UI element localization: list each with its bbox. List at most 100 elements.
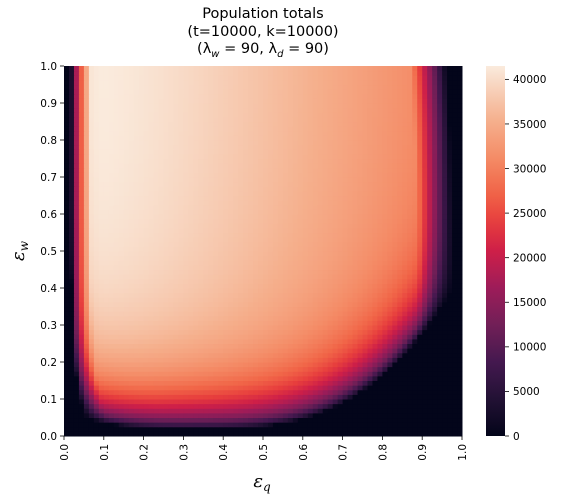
heatmap-cell [392,288,398,294]
heatmap-cell [432,329,438,335]
heatmap-cell [103,426,110,432]
heatmap-cell [93,329,100,335]
heatmap-cell [297,246,304,252]
heatmap-cell [78,172,85,178]
heatmap-cell [402,153,408,160]
heatmap-cell [88,352,95,358]
heatmap-cell [267,181,274,187]
heatmap-cell [277,357,284,363]
heatmap-cell [168,422,174,428]
heatmap-cell [402,357,408,363]
heatmap-cell [322,241,329,247]
heatmap-cell [452,399,458,405]
heatmap-cell [188,362,194,368]
heatmap-cell [437,177,443,183]
heatmap-cell [253,357,259,363]
heatmap-cell [377,422,383,428]
heatmap-cell [198,371,204,377]
heatmap-cell [183,431,189,437]
heatmap-cell [203,399,209,405]
heatmap-cell [412,311,418,317]
heatmap-cell [432,348,438,354]
heatmap-cell [327,172,334,178]
heatmap-cell [417,232,423,238]
heatmap-cell [113,218,120,224]
heatmap-cell [158,260,164,266]
heatmap-cell [307,172,314,178]
heatmap-cell [312,389,319,395]
heatmap-cell [218,269,224,275]
heatmap-cell [98,209,105,215]
heatmap-cell [248,255,254,261]
heatmap-cell [68,301,75,308]
heatmap-cell [158,329,164,335]
heatmap-cell [73,246,80,252]
heatmap-cell [228,209,234,215]
heatmap-cell [128,389,135,395]
heatmap-cell [392,214,398,220]
heatmap-cell [272,301,279,308]
heatmap-cell [238,431,244,437]
heatmap-cell [223,153,229,160]
heatmap-cell [322,315,329,321]
heatmap-cell [78,264,85,271]
heatmap-cell [347,288,354,294]
heatmap-cell [407,283,413,289]
heatmap-cell [64,269,70,275]
heatmap-cell [382,246,388,252]
heatmap-cell [367,417,373,423]
heatmap-cell [64,306,70,312]
heatmap-cell [153,283,160,289]
heatmap-cell [347,218,354,224]
heatmap-cell [113,403,120,409]
heatmap-cell [113,144,120,150]
heatmap-cell [233,241,239,247]
heatmap-cell [103,403,110,409]
heatmap-cell [327,329,334,335]
heatmap-cell [108,288,115,294]
heatmap-cell [128,153,135,160]
heatmap-cell [173,218,179,224]
heatmap-cell [397,149,403,155]
heatmap-cell [168,394,174,400]
heatmap-cell [64,412,70,419]
heatmap-cell [113,158,120,164]
heatmap-cell [442,362,448,368]
heatmap-cell [382,195,388,201]
heatmap-cell [188,269,194,275]
heatmap-cell [267,348,274,354]
heatmap-cell [188,306,194,312]
heatmap-cell [178,237,184,243]
heatmap-cell [248,167,254,173]
heatmap-cell [103,329,110,335]
heatmap-cell [387,394,393,400]
heatmap-cell [163,274,169,280]
heatmap-cell [357,315,363,321]
heatmap-cell [208,408,214,414]
heatmap-cell [64,260,70,266]
heatmap-cell [327,223,334,229]
heatmap-cell [392,311,398,317]
heatmap-cell [422,412,428,419]
heatmap-cell [258,264,264,271]
heatmap-cell [282,200,289,206]
heatmap-cell [422,283,428,289]
heatmap-cell [263,366,269,372]
heatmap-cell [332,232,339,238]
heatmap-cell [322,149,329,155]
heatmap-cell [272,260,279,266]
heatmap-cell [302,338,309,345]
heatmap-cell [183,218,189,224]
heatmap-cell [263,241,269,247]
heatmap-cell [452,283,458,289]
heatmap-cell [263,218,269,224]
heatmap-cell [88,325,95,331]
heatmap-cell [238,366,244,372]
heatmap-cell [402,209,408,215]
heatmap-cell [248,408,254,414]
heatmap-cell [103,274,110,280]
heatmap-cell [98,389,105,395]
heatmap-cell [64,255,70,261]
heatmap-cell [282,251,289,257]
heatmap-cell [253,264,259,271]
